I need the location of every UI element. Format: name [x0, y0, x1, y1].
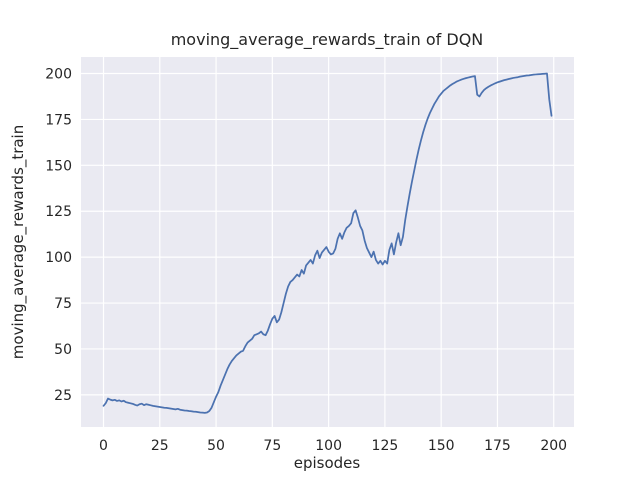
y-tick-label: 175 [45, 112, 72, 128]
y-tick-labels: 25 50 75 100 125 150 175 200 [45, 67, 72, 404]
x-tick-label: 125 [372, 438, 399, 454]
x-axis-label: episodes [294, 454, 361, 472]
y-tick-label: 100 [45, 250, 72, 266]
grid-layer [81, 57, 574, 427]
chart-title: moving_average_rewards_train of DQN [171, 30, 484, 50]
y-tick-label: 50 [54, 342, 72, 358]
x-tick-label: 75 [263, 438, 281, 454]
y-tick-label: 25 [54, 388, 72, 404]
x-tick-label: 50 [207, 438, 225, 454]
y-axis-label: moving_average_rewards_train [9, 125, 28, 359]
x-tick-label: 175 [484, 438, 511, 454]
series-layer [102, 72, 553, 414]
x-tick-label: 100 [315, 438, 342, 454]
plot-area [81, 57, 574, 427]
x-tick-label: 25 [151, 438, 169, 454]
x-tick-label: 200 [540, 438, 567, 454]
x-tick-label: 0 [99, 438, 108, 454]
y-tick-label: 150 [45, 158, 72, 174]
series-line [102, 72, 553, 414]
y-tick-label: 125 [45, 204, 72, 220]
y-tick-label: 200 [45, 67, 72, 83]
y-tick-label: 75 [54, 296, 72, 312]
x-tick-labels: 0 25 50 75 100 125 150 175 200 [99, 438, 567, 454]
x-tick-label: 150 [428, 438, 455, 454]
